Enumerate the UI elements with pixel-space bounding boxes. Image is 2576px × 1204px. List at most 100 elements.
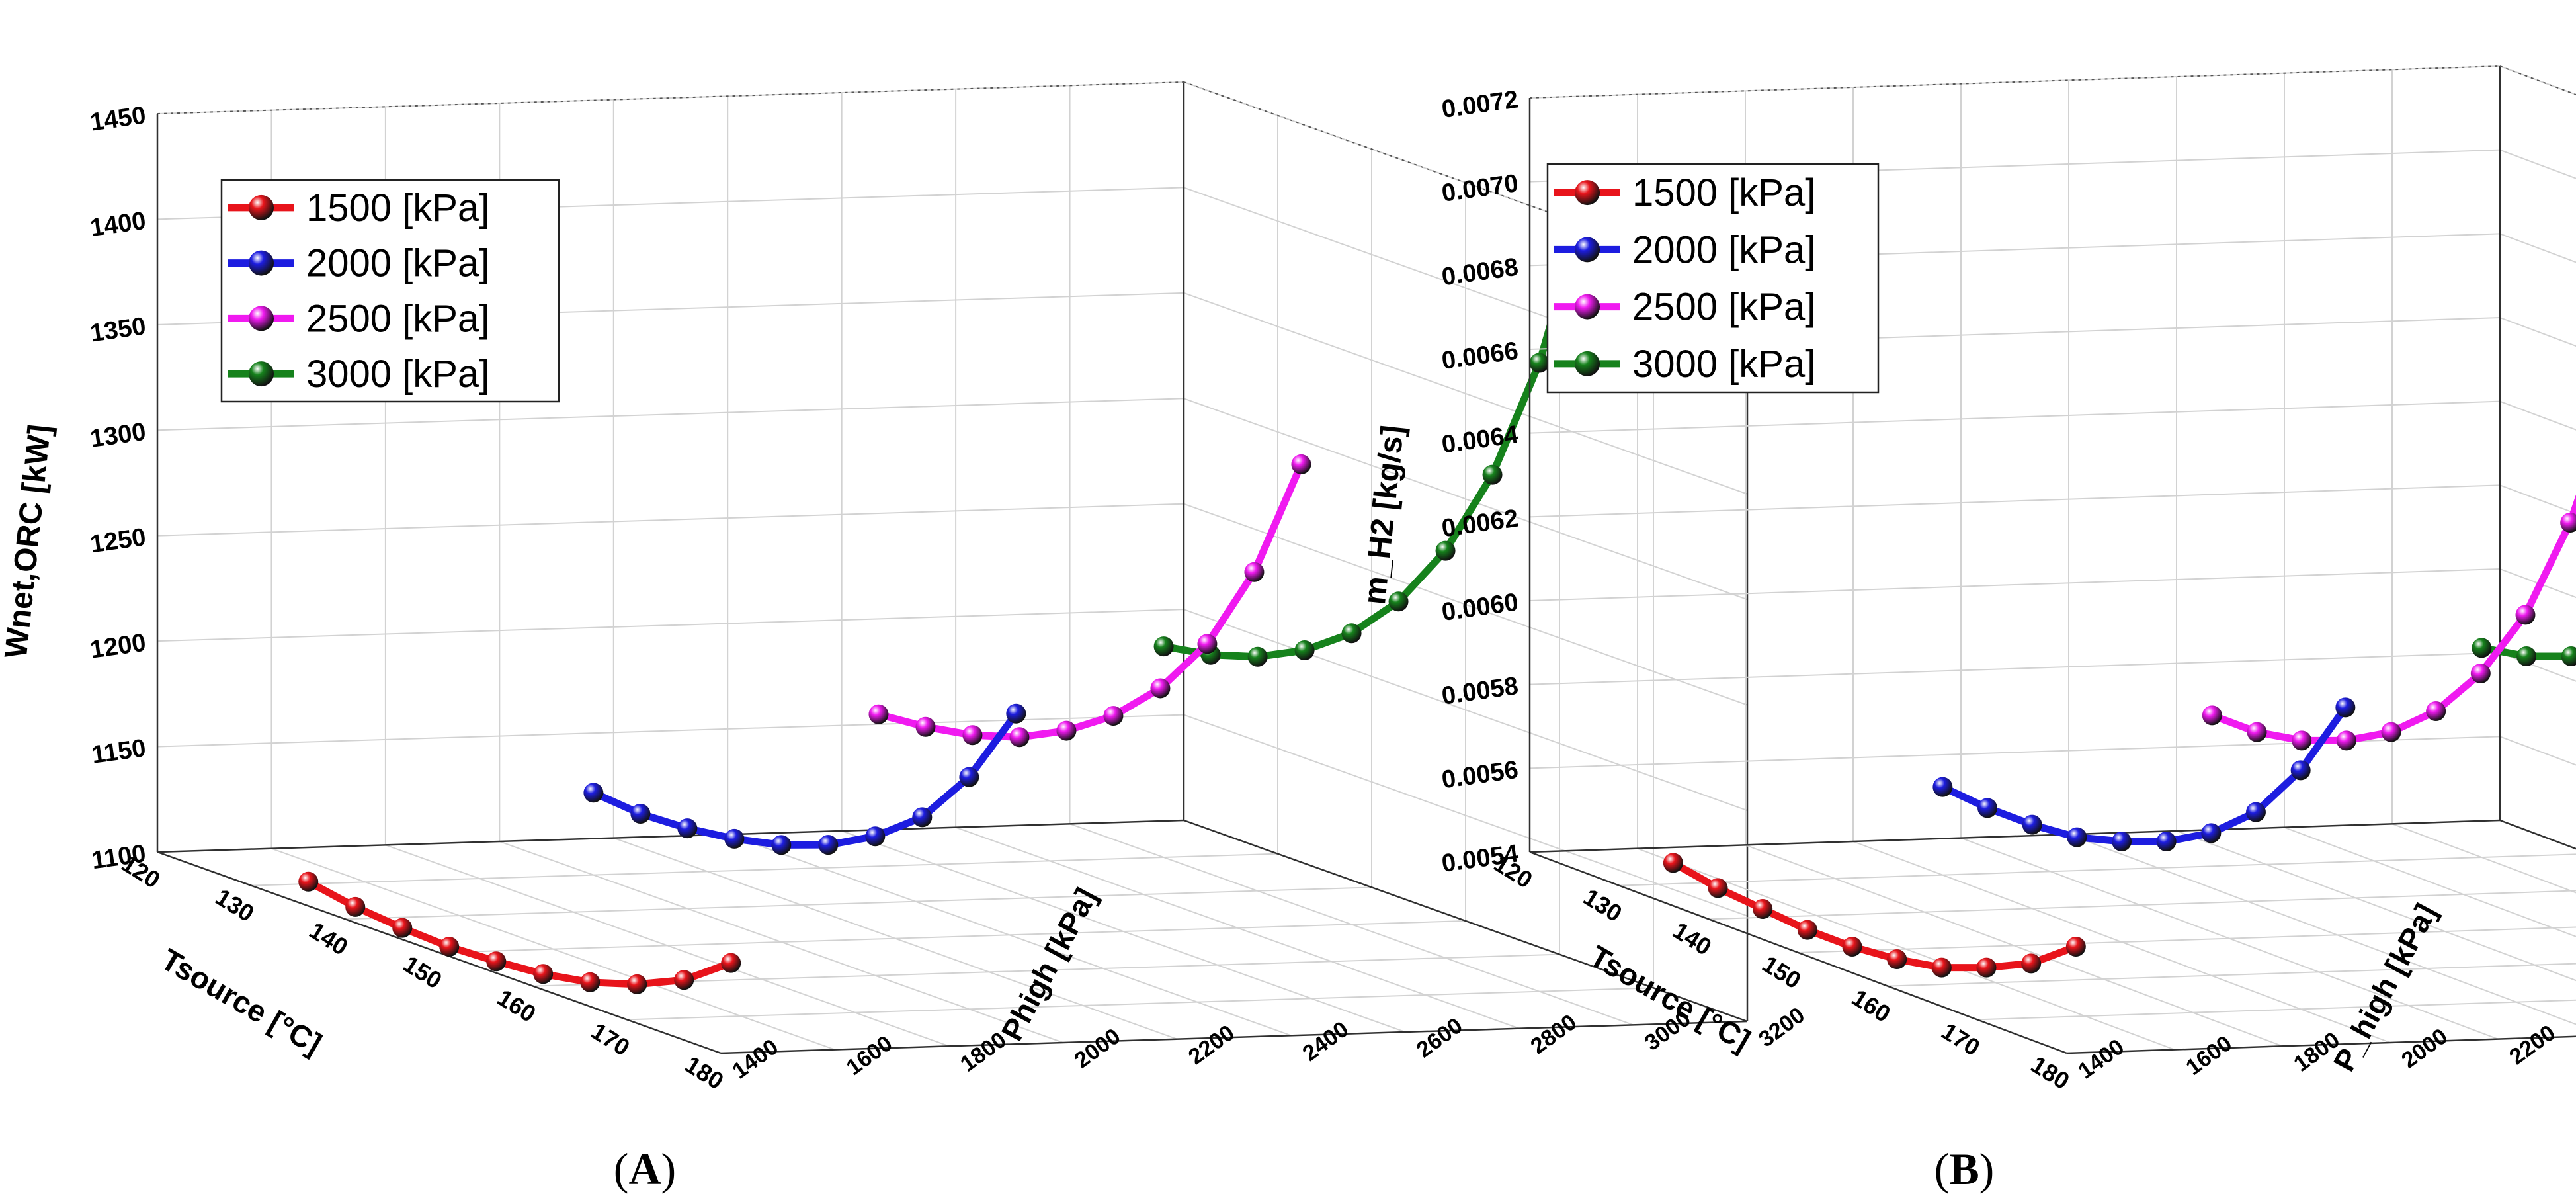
series-layer [1663,494,2576,978]
data-point [2201,823,2222,843]
data-point [2515,605,2536,625]
y-tick-label: 1400 [727,1034,783,1084]
series-line [592,711,1019,849]
legend-box [220,179,560,403]
grid-line [1888,963,2576,987]
z-tick-label: 0.0064 [1440,421,1520,459]
data-point [2290,760,2311,781]
grid-line [2176,830,2576,982]
series-layer [298,192,1597,994]
data-point [2067,827,2087,847]
y-tick-label: 1600 [2181,1031,2237,1080]
legend-label: 2000 [kPa] [1632,228,1815,271]
top-edge [157,81,1184,114]
grid-line [1529,652,2501,685]
grid-line [1183,503,1748,706]
data-point [2516,646,2536,666]
grid-line [251,853,1278,886]
data-point [771,835,792,855]
series-2000 [583,703,1026,855]
data-point [1663,853,1683,873]
y-axis-label: Phigh [kPa] [995,882,1104,1047]
data-point [1887,949,1907,969]
grid-line [1183,398,1748,601]
series-2000 [1932,697,2356,851]
legend-item: 2500 [kPa] [1554,286,1815,329]
data-point [677,818,698,839]
series-1500 [298,871,741,994]
grid-line [626,987,1654,1021]
data-point [1842,937,1862,957]
data-point [962,725,983,746]
legend-item: 3000 [kPa] [228,353,489,396]
data-point [1482,464,1503,485]
z-tick-label: 1200 [89,628,148,664]
z-tick-label: 0.0058 [1440,672,1520,710]
series-line [2481,644,2576,660]
legend-marker [1575,237,1600,263]
x-tick-label: 180 [2026,1051,2075,1095]
legend-label: 2500 [kPa] [306,297,489,340]
legend-item: 1500 [kPa] [1554,171,1815,214]
data-point [1388,591,1409,612]
grid-line [613,837,1178,1040]
legend-box [1546,163,1880,394]
data-point [1797,920,1817,940]
data-point [724,828,745,849]
x-tick-label: 160 [1847,984,1895,1028]
x-tick-label: 130 [1579,883,1627,927]
data-point [912,807,933,828]
data-point [2470,664,2491,683]
data-point [580,972,601,992]
data-point [2247,722,2267,742]
y-tick-label: 1600 [842,1031,897,1080]
x-tick-label: 140 [305,917,353,961]
data-point [959,767,979,787]
top-edge [1529,65,2501,99]
data-point [583,783,604,803]
data-point [2381,722,2401,742]
x-tick-label: 150 [399,950,447,994]
grid-line [385,844,950,1047]
grid-line [955,826,1520,1029]
series-3000 [1153,192,1597,667]
chart-panel-a: 1100115012001250130013501400145012013014… [0,81,1809,1194]
grid-line [727,834,1292,1037]
data-point [533,964,554,984]
grid-line [2499,65,2576,96]
grid-line [1069,823,1634,1026]
grid-line [1977,999,2576,1021]
data-point [2112,832,2132,851]
y-tick-label: 1400 [2073,1034,2129,1084]
grid-line [1798,926,2576,953]
data-point [630,804,651,824]
data-point [2472,638,2492,658]
x-axis-line [1529,851,2067,1054]
grid-line [1619,853,2576,886]
grid-line [1183,714,1748,917]
series-line [1671,859,2077,972]
z-tick-label: 1450 [89,101,148,136]
grid-line [2499,568,2576,599]
chart-panel-b: 0.00540.00560.00580.00600.00620.00640.00… [1357,65,2576,1194]
z-tick-label: 1150 [90,734,147,769]
grid-line [271,847,835,1051]
grid-line [1708,890,2576,920]
legend-marker [1575,294,1600,320]
data-point [2156,832,2177,851]
y-axis-line [720,1020,1748,1054]
y-tick-label: 2600 [1412,1013,1468,1062]
legend-label: 2000 [kPa] [306,242,489,285]
z-tick-label: 0.0056 [1440,756,1520,795]
data-point [1529,353,1550,373]
z-tick-label: 1300 [89,418,148,453]
data-point [868,704,889,724]
z-axis-label: m_H2 [kg/s] [1357,423,1411,606]
data-point [2292,730,2312,751]
legend-marker [1575,351,1600,376]
y-axis-line [2066,1035,2576,1054]
series-3000 [2472,638,2576,666]
series-line [1941,705,2348,845]
panel-label: (A) [614,1144,676,1194]
grid-line [1529,484,2501,518]
